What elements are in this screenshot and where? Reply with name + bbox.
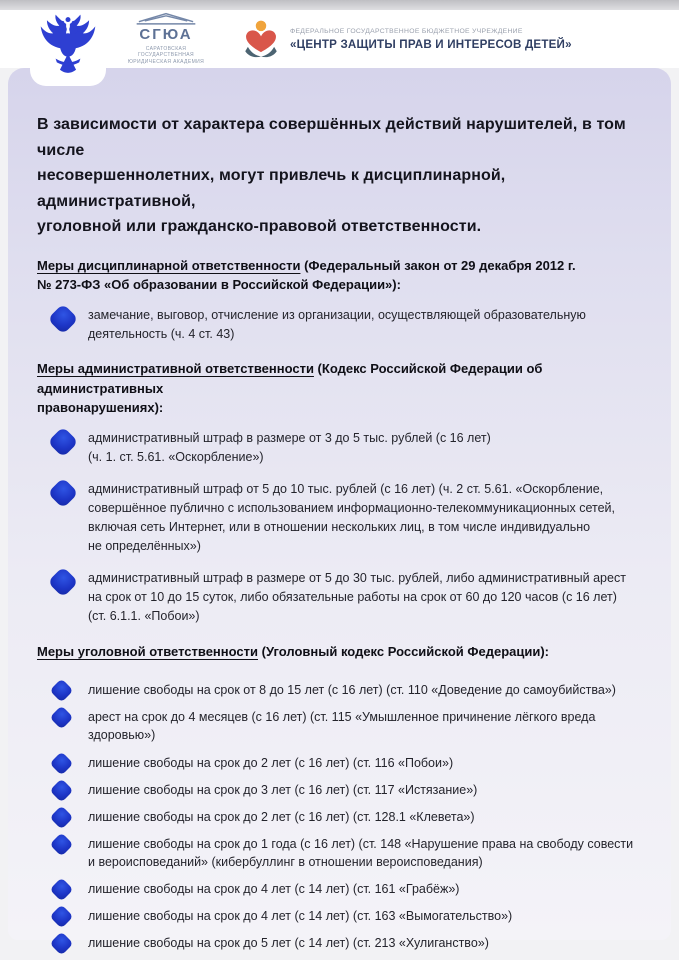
list-item-text: лишение свободы на срок до 1 года (с 16 … [88, 836, 634, 870]
diamond-bullet-icon [48, 678, 88, 703]
diamond-bullet-icon [48, 751, 88, 776]
section-title-rest: (Кодекс Российской Федерации об админист… [37, 361, 543, 416]
sgua-acronym: СГЮА [139, 26, 193, 44]
list-item: лишение свободы на срок до 2 лет (с 16 л… [37, 805, 653, 830]
section-title: Меры уголовной ответственности (Уголовны… [37, 642, 653, 662]
section-title: Меры административной ответственности (К… [37, 359, 653, 418]
section-title-underlined: Меры административной ответственности [37, 361, 314, 377]
list-item: административный штраф в размере от 5 до… [37, 566, 653, 625]
section-title-underlined: Меры дисциплинарной ответственности [37, 257, 301, 273]
diamond-bullet-icon [48, 904, 88, 929]
fgbu-line: ФЕДЕРАЛЬНОЕ ГОСУДАРСТВЕННОЕ БЮДЖЕТНОЕ УЧ… [290, 27, 523, 35]
list-item: лишение свободы на срок до 3 лет (с 16 л… [37, 778, 653, 803]
diamond-bullet-icon [47, 566, 88, 625]
list-item: арест на срок до 4 месяцев (с 16 лет) (с… [37, 705, 653, 744]
section-items: лишение свободы на срок от 8 до 15 лет (… [37, 678, 653, 960]
list-item: лишение свободы на срок до 4 лет (с 14 л… [37, 904, 653, 929]
list-item: замечание, выговор, отчисление из органи… [37, 303, 653, 344]
list-item-text: лишение свободы на срок до 2 лет (с 16 л… [88, 755, 454, 770]
list-item-text: лишение свободы на срок до 2 лет (с 16 л… [88, 809, 475, 824]
center-name: «ЦЕНТР ЗАЩИТЫ ПРАВ И ИНТЕРЕСОВ ДЕТЕЙ» [290, 37, 572, 51]
sgua-caption: САРАТОВСКАЯ ГОСУДАРСТВЕННАЯ ЮРИДИЧЕСКАЯ … [127, 45, 205, 66]
list-item: административный штраф от 5 до 10 тыс. р… [37, 477, 653, 555]
section-title-rest: (Федеральный закон от 29 декабря 2012 г.… [37, 257, 576, 293]
section: Меры дисциплинарной ответственности (Фед… [37, 256, 653, 344]
list-item: лишение свободы на срок до 2 лет (с 16 л… [37, 751, 653, 776]
list-item-text: лишение свободы на срок до 4 лет (с 14 л… [88, 882, 460, 897]
eagle-logo-tab [30, 10, 106, 86]
section-title: Меры дисциплинарной ответственности (Фед… [37, 256, 653, 295]
list-item-text: административный штраф от 5 до 10 тыс. р… [88, 482, 615, 553]
center-logo-block: ФЕДЕРАЛЬНОЕ ГОСУДАРСТВЕННОЕ БЮДЖЕТНОЕ УЧ… [240, 18, 572, 60]
diamond-bullet-icon [48, 705, 88, 744]
sgua-logo: СГЮА САРАТОВСКАЯ ГОСУДАРСТВЕННАЯ ЮРИДИЧЕ… [118, 12, 214, 66]
diamond-bullet-icon [47, 426, 88, 467]
list-item-text: лишение свободы на срок до 4 лет (с 14 л… [88, 909, 513, 924]
section-items: замечание, выговор, отчисление из органи… [37, 303, 653, 344]
list-item-text: административный штраф в размере от 3 до… [88, 430, 491, 464]
list-item-text: лишение свободы на срок до 3 лет (с 16 л… [88, 782, 478, 797]
section-title-rest: (Уголовный кодекс Российской Федерации): [258, 643, 550, 659]
list-item-text: лишение свободы на срок до 5 лет (с 14 л… [88, 936, 489, 951]
diamond-bullet-icon [48, 832, 88, 871]
section: Меры уголовной ответственности (Уголовны… [37, 642, 653, 960]
list-item-text: замечание, выговор, отчисление из органи… [88, 307, 586, 341]
intro-paragraph: В зависимости от характера совершённых д… [37, 116, 626, 236]
section-items: административный штраф в размере от 3 до… [37, 426, 653, 626]
diamond-bullet-icon [48, 931, 88, 956]
list-item: лишение свободы на срок до 4 лет (с 14 л… [37, 877, 653, 902]
list-item: административный штраф в размере от 3 до… [37, 426, 653, 467]
list-item: лишение свободы на срок от 8 до 15 лет (… [37, 678, 653, 703]
section-title-underlined: Меры уголовной ответственности [37, 643, 258, 659]
header: СГЮА САРАТОВСКАЯ ГОСУДАРСТВЕННАЯ ЮРИДИЧЕ… [0, 10, 679, 86]
diamond-bullet-icon [48, 877, 88, 902]
diamond-bullet-icon [48, 778, 88, 803]
double-headed-eagle-icon [40, 14, 96, 73]
diamond-bullet-icon [47, 477, 88, 555]
list-item: лишение свободы на срок до 1 года (с 16 … [37, 832, 653, 871]
list-item: лишение свободы на срок до 5 лет (с 14 л… [37, 931, 653, 956]
top-strip [0, 0, 679, 10]
list-item-text: административный штраф в размере от 5 до… [88, 571, 626, 623]
list-item-text: лишение свободы на срок от 8 до 15 лет (… [88, 683, 616, 698]
center-org-text: ФЕДЕРАЛЬНОЕ ГОСУДАРСТВЕННОЕ БЮДЖЕТНОЕ УЧ… [290, 28, 572, 51]
list-item-text: арест на срок до 4 месяцев (с 16 лет) (с… [88, 710, 596, 743]
diamond-bullet-icon [47, 303, 88, 344]
diamond-bullet-icon [48, 805, 88, 830]
pediment-icon [136, 12, 196, 25]
sections: Меры дисциплинарной ответственности (Фед… [37, 256, 653, 960]
content-panel: В зависимости от характера совершённых д… [8, 68, 671, 960]
hands-heart-icon [245, 20, 277, 58]
section: Меры административной ответственности (К… [37, 359, 653, 625]
